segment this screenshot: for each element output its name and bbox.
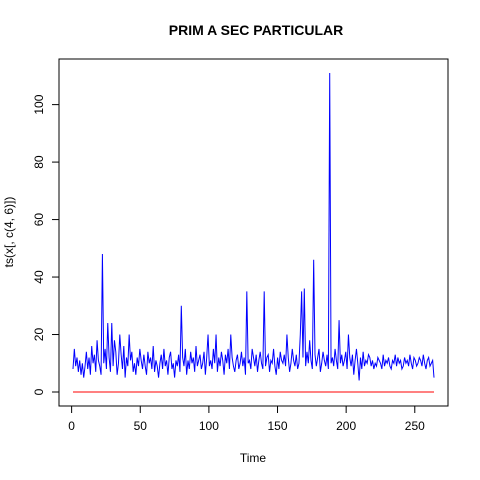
y-tick-label: 40 bbox=[32, 270, 46, 284]
y-tick-label: 100 bbox=[32, 94, 46, 114]
series-layer bbox=[72, 72, 435, 393]
x-tick-label: 100 bbox=[199, 419, 219, 433]
x-axis-label: Time bbox=[240, 451, 267, 465]
y-tick-label: 80 bbox=[32, 155, 46, 169]
y-tick-label: 0 bbox=[32, 388, 46, 395]
x-tick-label: 50 bbox=[134, 419, 148, 433]
y-tick-label: 20 bbox=[32, 328, 46, 342]
x-axis: 0 50 100 150 200 250 bbox=[68, 405, 425, 433]
x-tick-label: 200 bbox=[336, 419, 356, 433]
chart-title: PRIM A SEC PARTICULAR bbox=[169, 22, 343, 38]
plot-area bbox=[58, 58, 449, 407]
x-tick-label: 250 bbox=[405, 419, 425, 433]
x-tick-label: 150 bbox=[268, 419, 288, 433]
y-axis-label: ts(x[, c(4, 6)]) bbox=[2, 197, 16, 268]
series-line-1 bbox=[72, 72, 435, 381]
y-axis: 0 20 40 60 80 100 bbox=[32, 94, 60, 395]
x-tick-label: 0 bbox=[68, 419, 75, 433]
y-tick-label: 60 bbox=[32, 213, 46, 227]
